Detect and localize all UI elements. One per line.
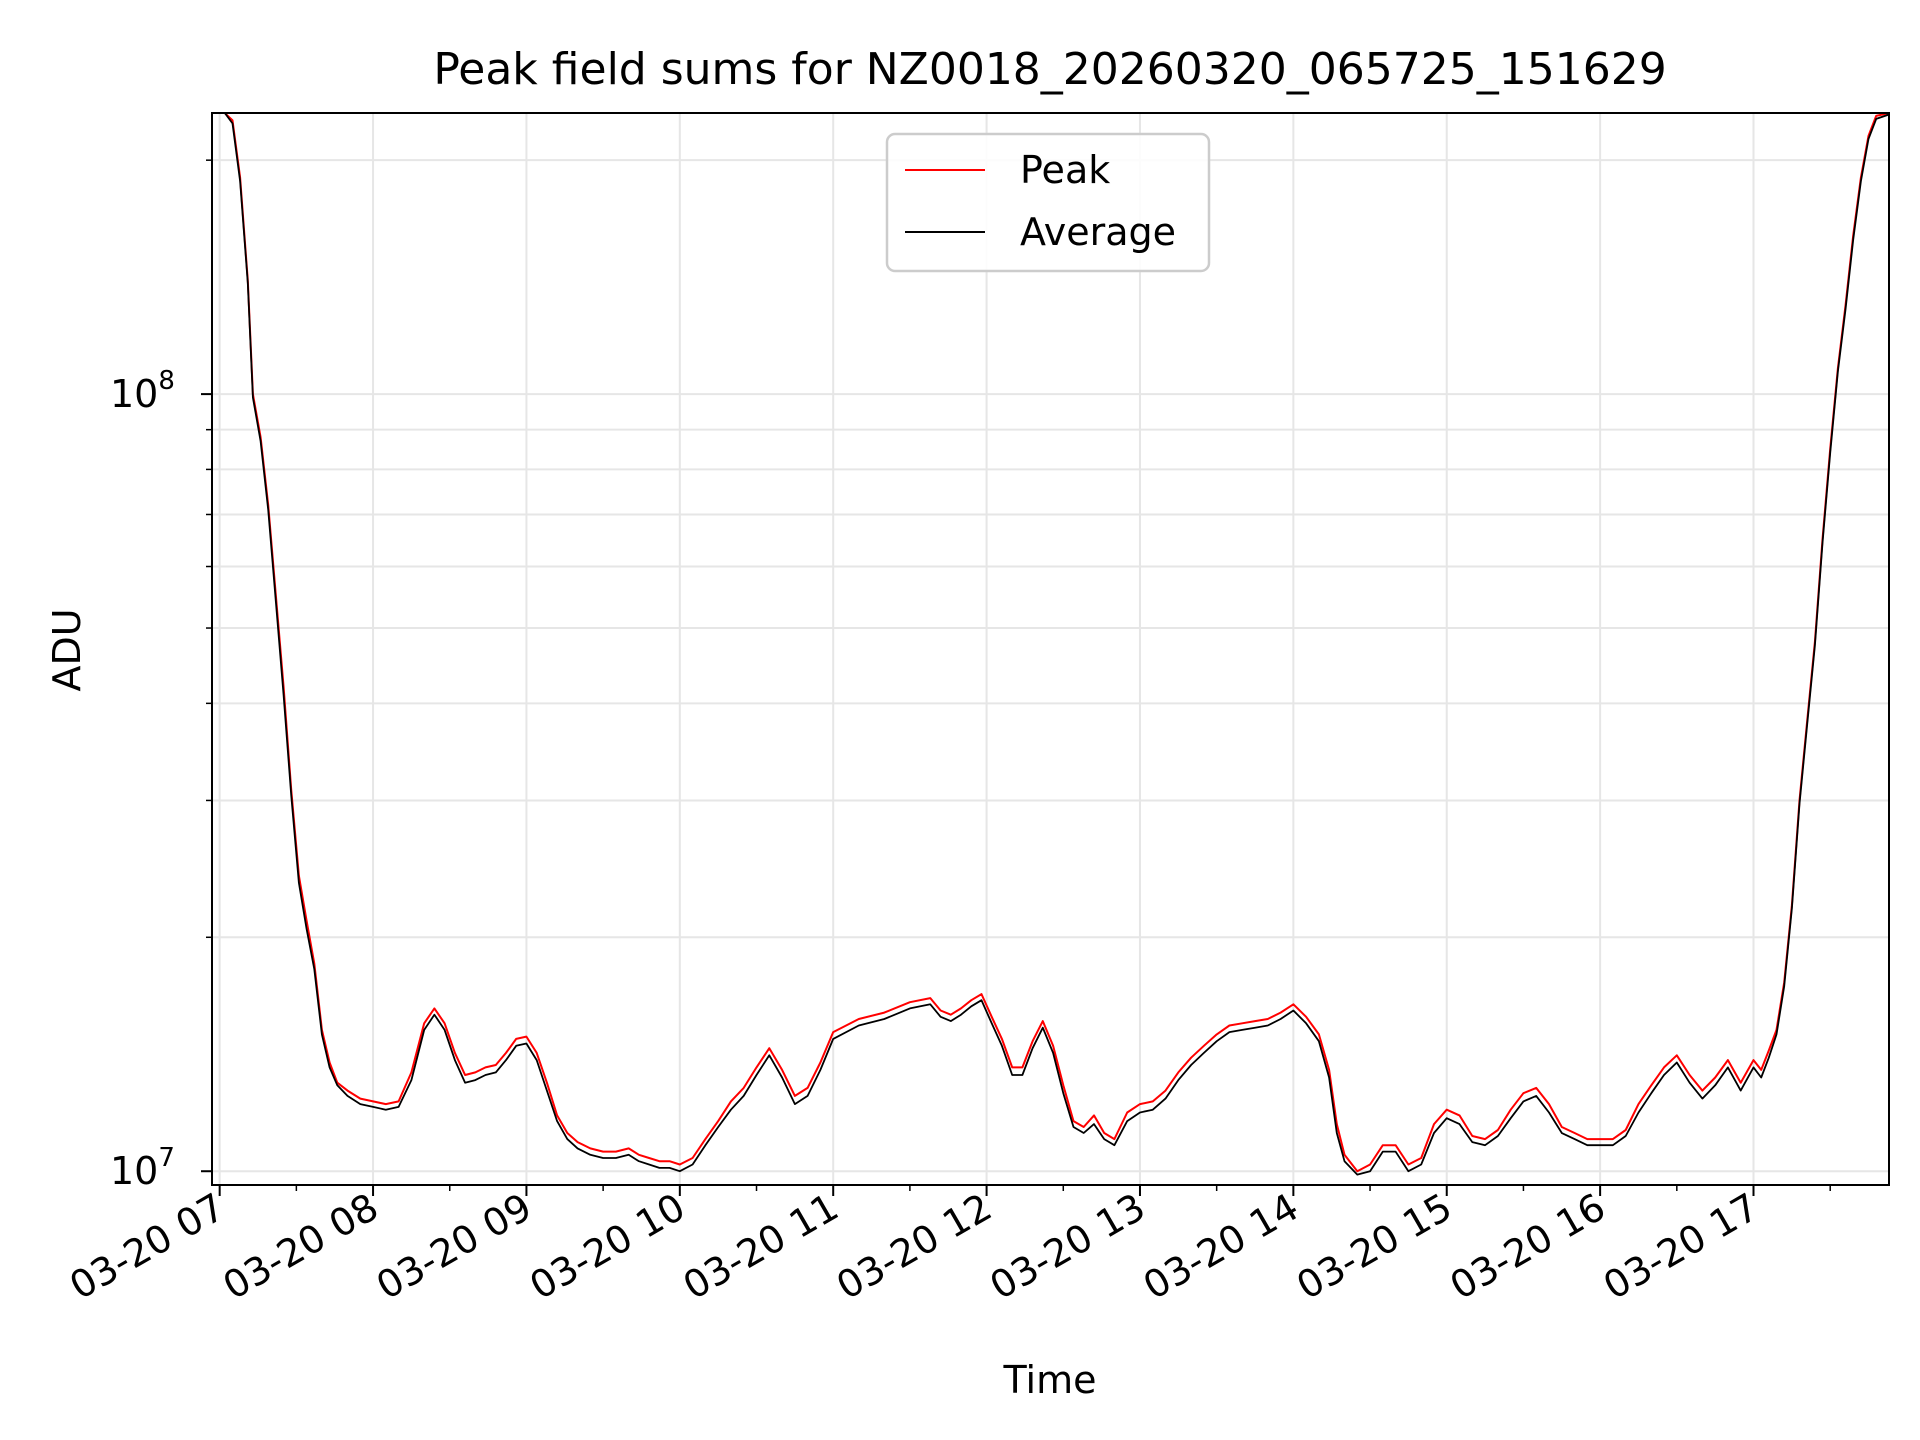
y-tick-label: 107 [110,1143,175,1193]
legend-box [885,132,1211,273]
plot-area [212,113,1889,1185]
series-peak-line [212,113,1889,1173]
series-average-line [212,113,1889,1176]
legend-label-peak: Peak [1020,148,1110,192]
legend: Peak Average [885,132,1211,273]
y-tick-label: 108 [110,366,175,416]
grid [212,113,1889,1185]
y-axis: 108 107 [110,159,212,1193]
chart-title: Peak field sums for NZ0018_20260320_0657… [433,44,1666,95]
y-axis-label: ADU [45,608,89,691]
legend-label-average: Average [1020,210,1176,254]
data-lines [212,113,1889,1176]
x-axis-label: Time [1003,1358,1097,1402]
plot-frame [211,112,1890,1186]
